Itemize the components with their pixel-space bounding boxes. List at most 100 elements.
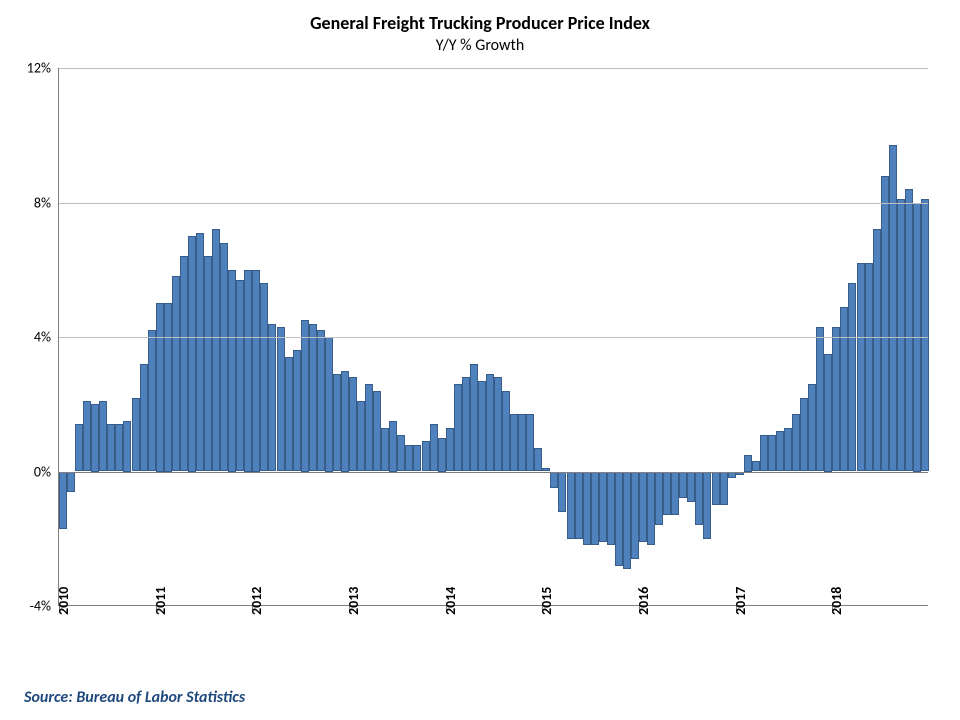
y-tick-label: 8% xyxy=(34,194,59,211)
bar xyxy=(695,472,703,526)
bar xyxy=(881,176,889,472)
bar xyxy=(550,472,558,489)
bar xyxy=(325,337,333,472)
bar xyxy=(123,421,131,471)
bar xyxy=(83,401,91,472)
bar xyxy=(438,438,446,472)
bar xyxy=(164,303,172,471)
bar xyxy=(470,364,478,472)
x-tick-label: 2015 xyxy=(538,587,555,615)
bar xyxy=(840,307,848,472)
bar xyxy=(502,391,510,472)
bar xyxy=(800,398,808,472)
bar xyxy=(132,398,140,472)
bar xyxy=(679,472,687,499)
bar xyxy=(365,384,373,471)
x-tick-label: 2012 xyxy=(248,587,265,615)
bar xyxy=(816,327,824,472)
bar xyxy=(285,357,293,471)
bar xyxy=(381,428,389,472)
bar xyxy=(454,384,462,471)
bar xyxy=(422,441,430,471)
bar xyxy=(115,424,123,471)
bar xyxy=(518,414,526,471)
bar xyxy=(341,371,349,472)
bar xyxy=(848,283,856,471)
bar xyxy=(268,324,276,472)
bar xyxy=(832,327,840,472)
bar xyxy=(776,431,784,471)
bar xyxy=(591,472,599,546)
bar xyxy=(75,424,83,471)
bar xyxy=(768,435,776,472)
bar xyxy=(510,414,518,471)
bar xyxy=(99,401,107,472)
bar xyxy=(140,364,148,472)
bar xyxy=(808,384,816,471)
bar xyxy=(615,472,623,566)
bar xyxy=(631,472,639,559)
chart-subtitle: Y/Y % Growth xyxy=(0,36,960,55)
gridline xyxy=(59,203,928,204)
bar xyxy=(639,472,647,543)
bar xyxy=(921,199,929,471)
bar xyxy=(252,270,260,472)
bar xyxy=(671,472,679,516)
bar xyxy=(687,472,695,502)
bar xyxy=(623,472,631,570)
y-tick-label: 0% xyxy=(34,463,59,480)
bar xyxy=(413,445,421,472)
bar xyxy=(784,428,792,472)
bar xyxy=(655,472,663,526)
bar xyxy=(857,263,865,471)
zero-baseline xyxy=(59,472,928,473)
bar xyxy=(333,374,341,472)
bar xyxy=(220,243,228,472)
bar xyxy=(277,327,285,472)
bar xyxy=(236,280,244,472)
bar xyxy=(204,256,212,471)
bar xyxy=(558,472,566,512)
bar xyxy=(873,229,881,471)
bar xyxy=(905,189,913,471)
bar xyxy=(357,401,365,472)
bar xyxy=(430,424,438,471)
bar xyxy=(647,472,655,546)
bar xyxy=(792,414,800,471)
chart-container: General Freight Trucking Producer Price … xyxy=(0,0,960,720)
bar xyxy=(196,233,204,472)
x-tick-label: 2014 xyxy=(442,587,459,615)
y-tick-label: 12% xyxy=(27,60,59,77)
bar xyxy=(567,472,575,539)
x-tick-label: 2010 xyxy=(55,587,72,615)
bar xyxy=(148,330,156,471)
bar xyxy=(317,330,325,471)
bar xyxy=(575,472,583,539)
bar xyxy=(478,381,486,472)
bar xyxy=(712,472,720,506)
bar xyxy=(309,324,317,472)
bar xyxy=(67,472,75,492)
x-tick-label: 2018 xyxy=(828,587,845,615)
bar xyxy=(156,303,164,471)
bar xyxy=(897,199,905,471)
bar xyxy=(889,145,897,471)
bar xyxy=(663,472,671,516)
bar xyxy=(486,374,494,472)
bar xyxy=(405,445,413,472)
bar xyxy=(744,455,752,472)
bar xyxy=(583,472,591,546)
bar xyxy=(244,270,252,472)
x-tick-label: 2016 xyxy=(635,587,652,615)
bar xyxy=(824,354,832,472)
bar xyxy=(389,421,397,471)
y-tick-label: 4% xyxy=(34,329,59,346)
bar xyxy=(494,377,502,471)
bar xyxy=(462,377,470,471)
bar xyxy=(728,472,736,479)
bar xyxy=(212,229,220,471)
bar xyxy=(526,414,534,471)
bar xyxy=(228,270,236,472)
bar xyxy=(599,472,607,543)
bar xyxy=(534,448,542,472)
